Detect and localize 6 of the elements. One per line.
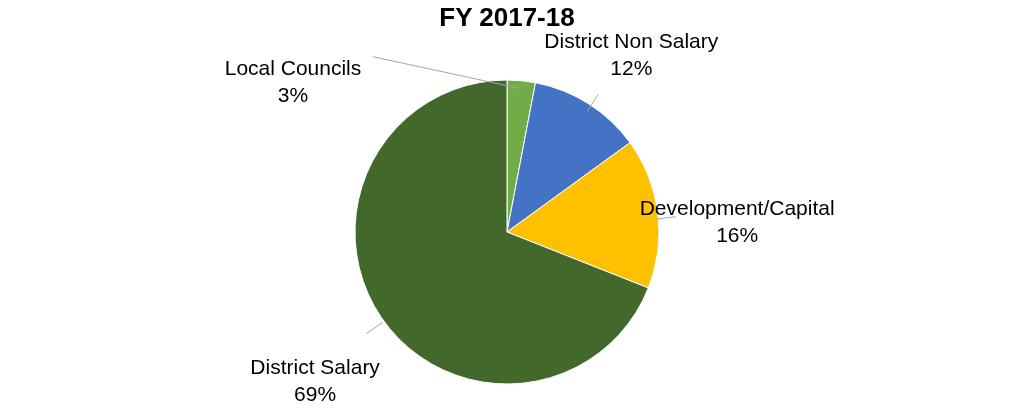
- data-label: 16%: [716, 222, 759, 246]
- data-label: 12%: [610, 56, 653, 80]
- slice-label: District Salary: [250, 355, 381, 379]
- slice-label: Local Councils: [224, 55, 362, 79]
- data-label: 69%: [294, 382, 337, 406]
- data-label: 3%: [277, 82, 309, 106]
